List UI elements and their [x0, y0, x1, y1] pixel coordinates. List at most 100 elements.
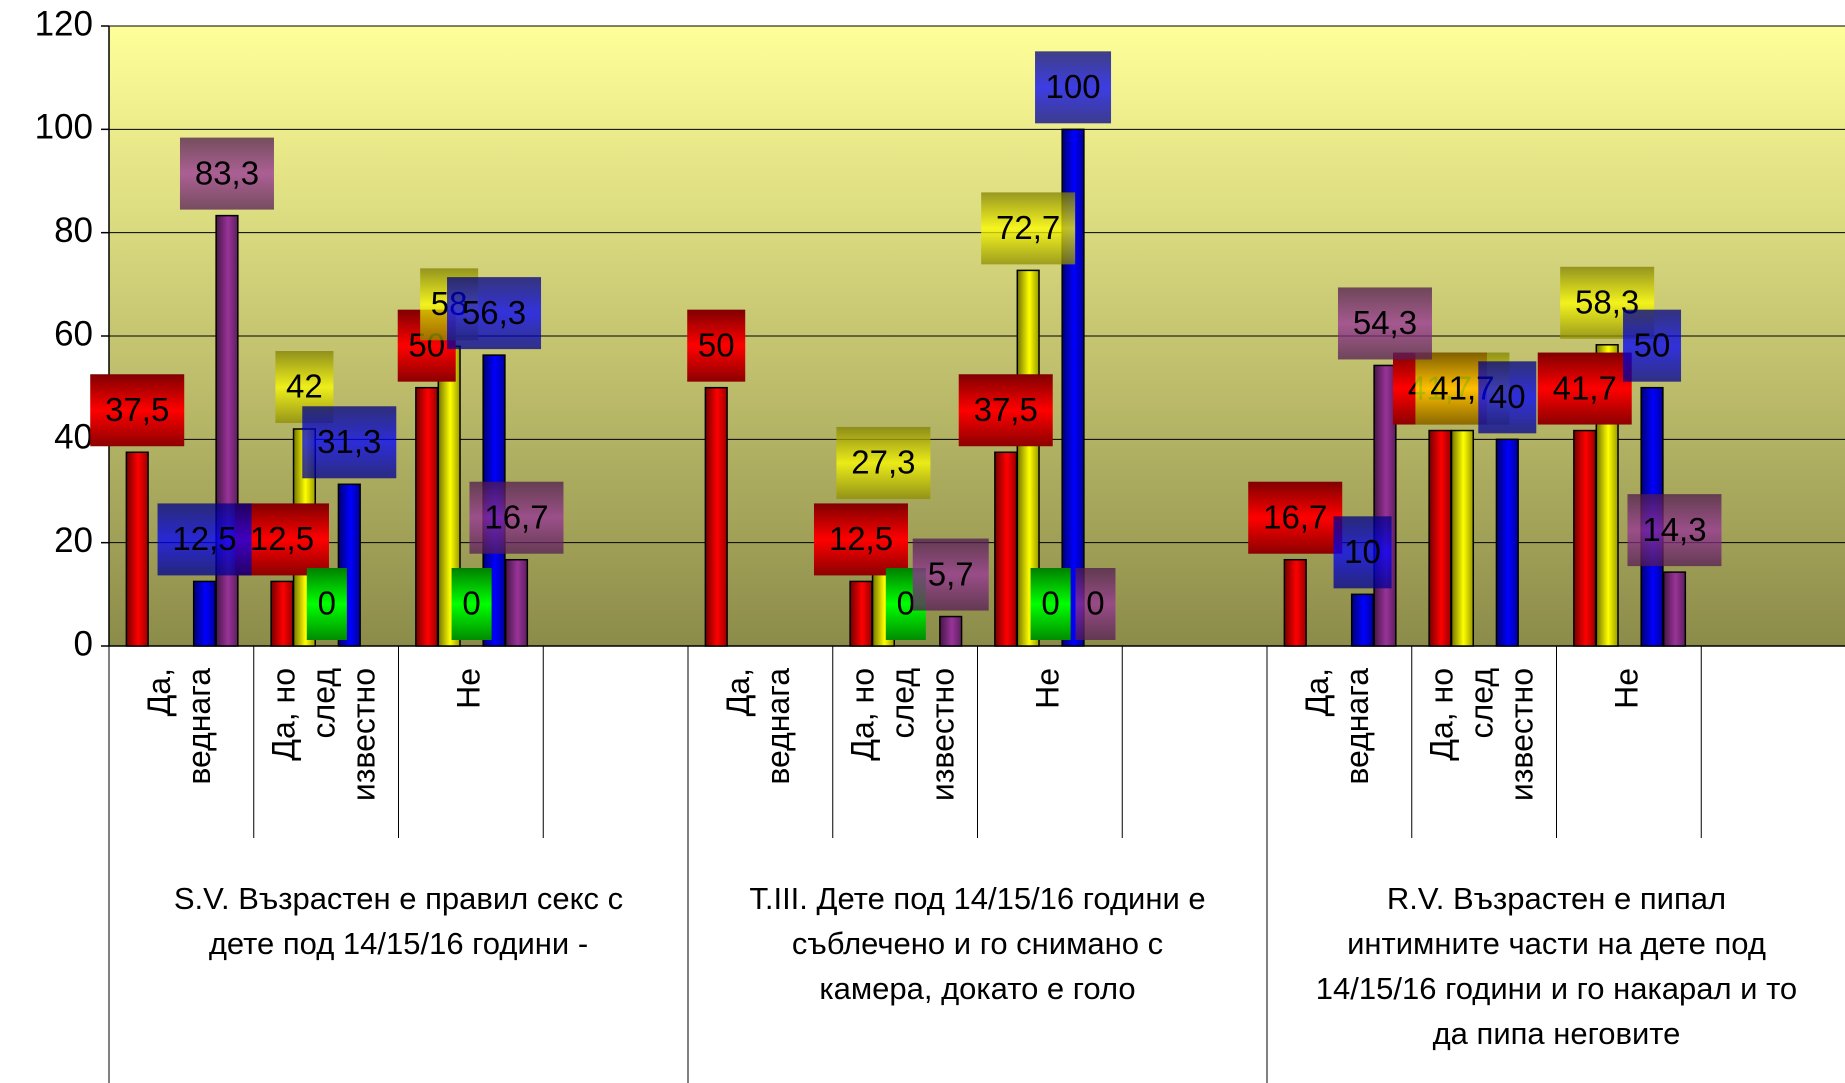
data-label-box [157, 503, 252, 576]
bar [1016, 269, 1040, 647]
x-tick-label: известно [1504, 668, 1540, 801]
data-label-box [912, 538, 989, 611]
data-label-box [1075, 568, 1116, 640]
group-label: S.V. Възрастен е правил секс с [174, 881, 623, 916]
data-label-box [1478, 361, 1537, 434]
data-label-box [1333, 516, 1392, 589]
x-tick-label: Да, [141, 668, 177, 716]
data-label: 100 [1046, 68, 1101, 105]
data-label: 16,7 [1263, 498, 1327, 535]
data-label-box [90, 374, 185, 447]
data-label-box [1627, 494, 1722, 567]
group-label: камера, докато е голо [819, 971, 1135, 1006]
data-label: 50 [698, 326, 735, 363]
data-label: 16,7 [484, 498, 548, 535]
x-tick-label: Не [450, 668, 486, 709]
bar [504, 558, 529, 647]
group-label: дете под 14/15/16 години - [209, 926, 588, 961]
data-label: 54,3 [1353, 304, 1417, 341]
data-label-box [813, 503, 908, 576]
bar [215, 214, 239, 647]
data-label: 0 [462, 585, 480, 622]
y-tick-label: 120 [35, 4, 93, 43]
bar [994, 451, 1018, 647]
data-label-box [1623, 309, 1682, 382]
data-label: 5,7 [928, 555, 974, 592]
data-label: 31,3 [317, 423, 381, 460]
data-label: 0 [1041, 585, 1059, 622]
bar [1350, 593, 1375, 647]
y-tick-label: 20 [54, 521, 93, 560]
group-label: T.III. Дете под 14/15/16 години е [749, 881, 1205, 916]
data-label-box [1537, 352, 1632, 425]
x-tick-label: Да, но [1424, 668, 1460, 761]
data-label-box [836, 426, 931, 499]
data-label: 0 [1086, 585, 1104, 622]
data-label: 41,7 [1553, 369, 1617, 406]
x-tick-label: веднага [181, 668, 217, 785]
data-label: 0 [318, 585, 336, 622]
data-label-box [1248, 481, 1343, 554]
bar [1662, 571, 1687, 647]
data-label-box [302, 406, 397, 479]
data-label-box [1337, 287, 1432, 360]
x-tick-label: известно [346, 668, 382, 801]
y-tick-label: 100 [35, 108, 93, 147]
x-tick-label: след [1464, 668, 1500, 739]
x-tick-label: веднага [760, 668, 796, 785]
data-label-box [451, 568, 492, 640]
data-label: 40 [1489, 378, 1526, 415]
data-label: 10 [1344, 533, 1381, 570]
data-label-box [179, 137, 274, 210]
bar [1495, 438, 1519, 647]
data-label: 42 [286, 368, 323, 405]
bar [1428, 429, 1452, 647]
bar [125, 451, 149, 647]
bar [1573, 429, 1597, 647]
data-label: 72,7 [996, 209, 1060, 246]
bar [1450, 429, 1475, 647]
bar [704, 386, 728, 647]
data-label: 56,3 [462, 294, 526, 331]
data-label-box [447, 277, 542, 350]
group-label: интимните части на дете под [1347, 926, 1766, 961]
bar [1283, 558, 1307, 647]
data-label-box [981, 192, 1076, 265]
data-label: 12,5 [829, 520, 893, 557]
x-tick-label: Да, [1299, 668, 1335, 716]
data-label: 27,3 [851, 444, 915, 481]
data-label-box [1035, 51, 1112, 124]
data-label-box [687, 309, 746, 382]
bar [415, 386, 439, 647]
x-tick-label: веднага [1339, 668, 1375, 785]
x-tick-label: известно [925, 668, 961, 801]
data-label-box [958, 374, 1053, 447]
y-tick-label: 40 [54, 418, 93, 457]
data-label: 0 [897, 585, 915, 622]
x-tick-label: след [885, 668, 921, 739]
group-label: R.V. Възрастен е пипал [1387, 881, 1726, 916]
y-tick-label: 80 [54, 211, 93, 250]
data-label: 12,5 [172, 520, 236, 557]
y-tick-label: 60 [54, 314, 93, 353]
group-label: да пипа неговите [1433, 1016, 1681, 1051]
y-tick-label: 0 [74, 624, 93, 663]
x-tick-label: Да, но [266, 668, 302, 761]
x-tick-label: Не [1029, 668, 1065, 709]
data-label-box [1030, 568, 1071, 640]
bar [270, 580, 294, 647]
data-label: 83,3 [195, 154, 259, 191]
data-label: 14,3 [1642, 511, 1706, 548]
data-label: 37,5 [974, 391, 1038, 428]
bar [1373, 364, 1397, 647]
bar [849, 580, 873, 647]
bar [192, 580, 217, 647]
group-label: 14/15/16 години и го накарал и то [1316, 971, 1797, 1006]
x-tick-label: Не [1608, 668, 1644, 709]
data-label-box [469, 481, 564, 554]
x-tick-label: Да, но [845, 668, 881, 761]
data-label-box [306, 568, 347, 640]
bar [939, 615, 963, 647]
data-label: 50 [1634, 326, 1671, 363]
